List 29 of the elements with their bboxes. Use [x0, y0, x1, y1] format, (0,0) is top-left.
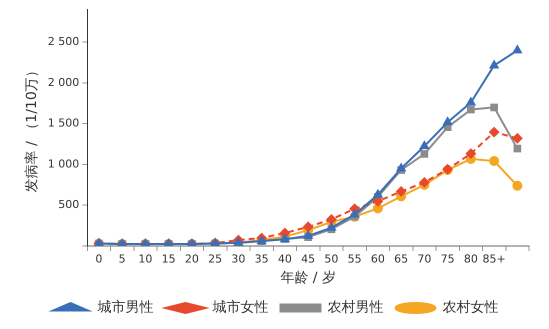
- y-tick-label: 1 500: [48, 116, 80, 130]
- x-tick-label: 80: [464, 252, 478, 266]
- x-tick-label: 75: [440, 252, 455, 266]
- x-tick-label: 15: [162, 252, 176, 266]
- legend-label: 城市女性: [212, 300, 268, 316]
- legend-label: 农村男性: [328, 300, 384, 316]
- y-axis-title: 发病率 / （1/10万）: [24, 63, 40, 192]
- x-tick-label: 50: [324, 252, 338, 266]
- x-tick-label: 0: [95, 252, 102, 266]
- x-axis-title: 年龄 / 岁: [280, 270, 336, 286]
- legend-label: 城市男性: [96, 300, 154, 316]
- x-tick-label: 30: [231, 252, 246, 266]
- y-tick-label: 1 000: [48, 157, 80, 170]
- legend-label: 农村女性: [442, 300, 498, 316]
- x-tick-label: 20: [184, 252, 199, 266]
- x-tick-label: 5: [118, 252, 126, 266]
- x-tick-label: 55: [348, 252, 362, 266]
- x-tick-label: 60: [370, 252, 385, 266]
- x-tick-label: 85+: [482, 252, 506, 266]
- y-tick-label: 2 500: [48, 35, 80, 48]
- x-tick-label: 65: [394, 252, 408, 266]
- x-tick-label: 70: [417, 252, 432, 266]
- y-tick-label: 500: [58, 198, 80, 212]
- x-tick-label: 10: [138, 252, 152, 266]
- y-tick-label: 2 000: [48, 76, 80, 89]
- x-tick-label: 45: [301, 252, 316, 266]
- x-tick-label: 35: [254, 252, 269, 266]
- x-tick-label: 25: [208, 252, 222, 266]
- x-tick-label: 40: [278, 252, 292, 266]
